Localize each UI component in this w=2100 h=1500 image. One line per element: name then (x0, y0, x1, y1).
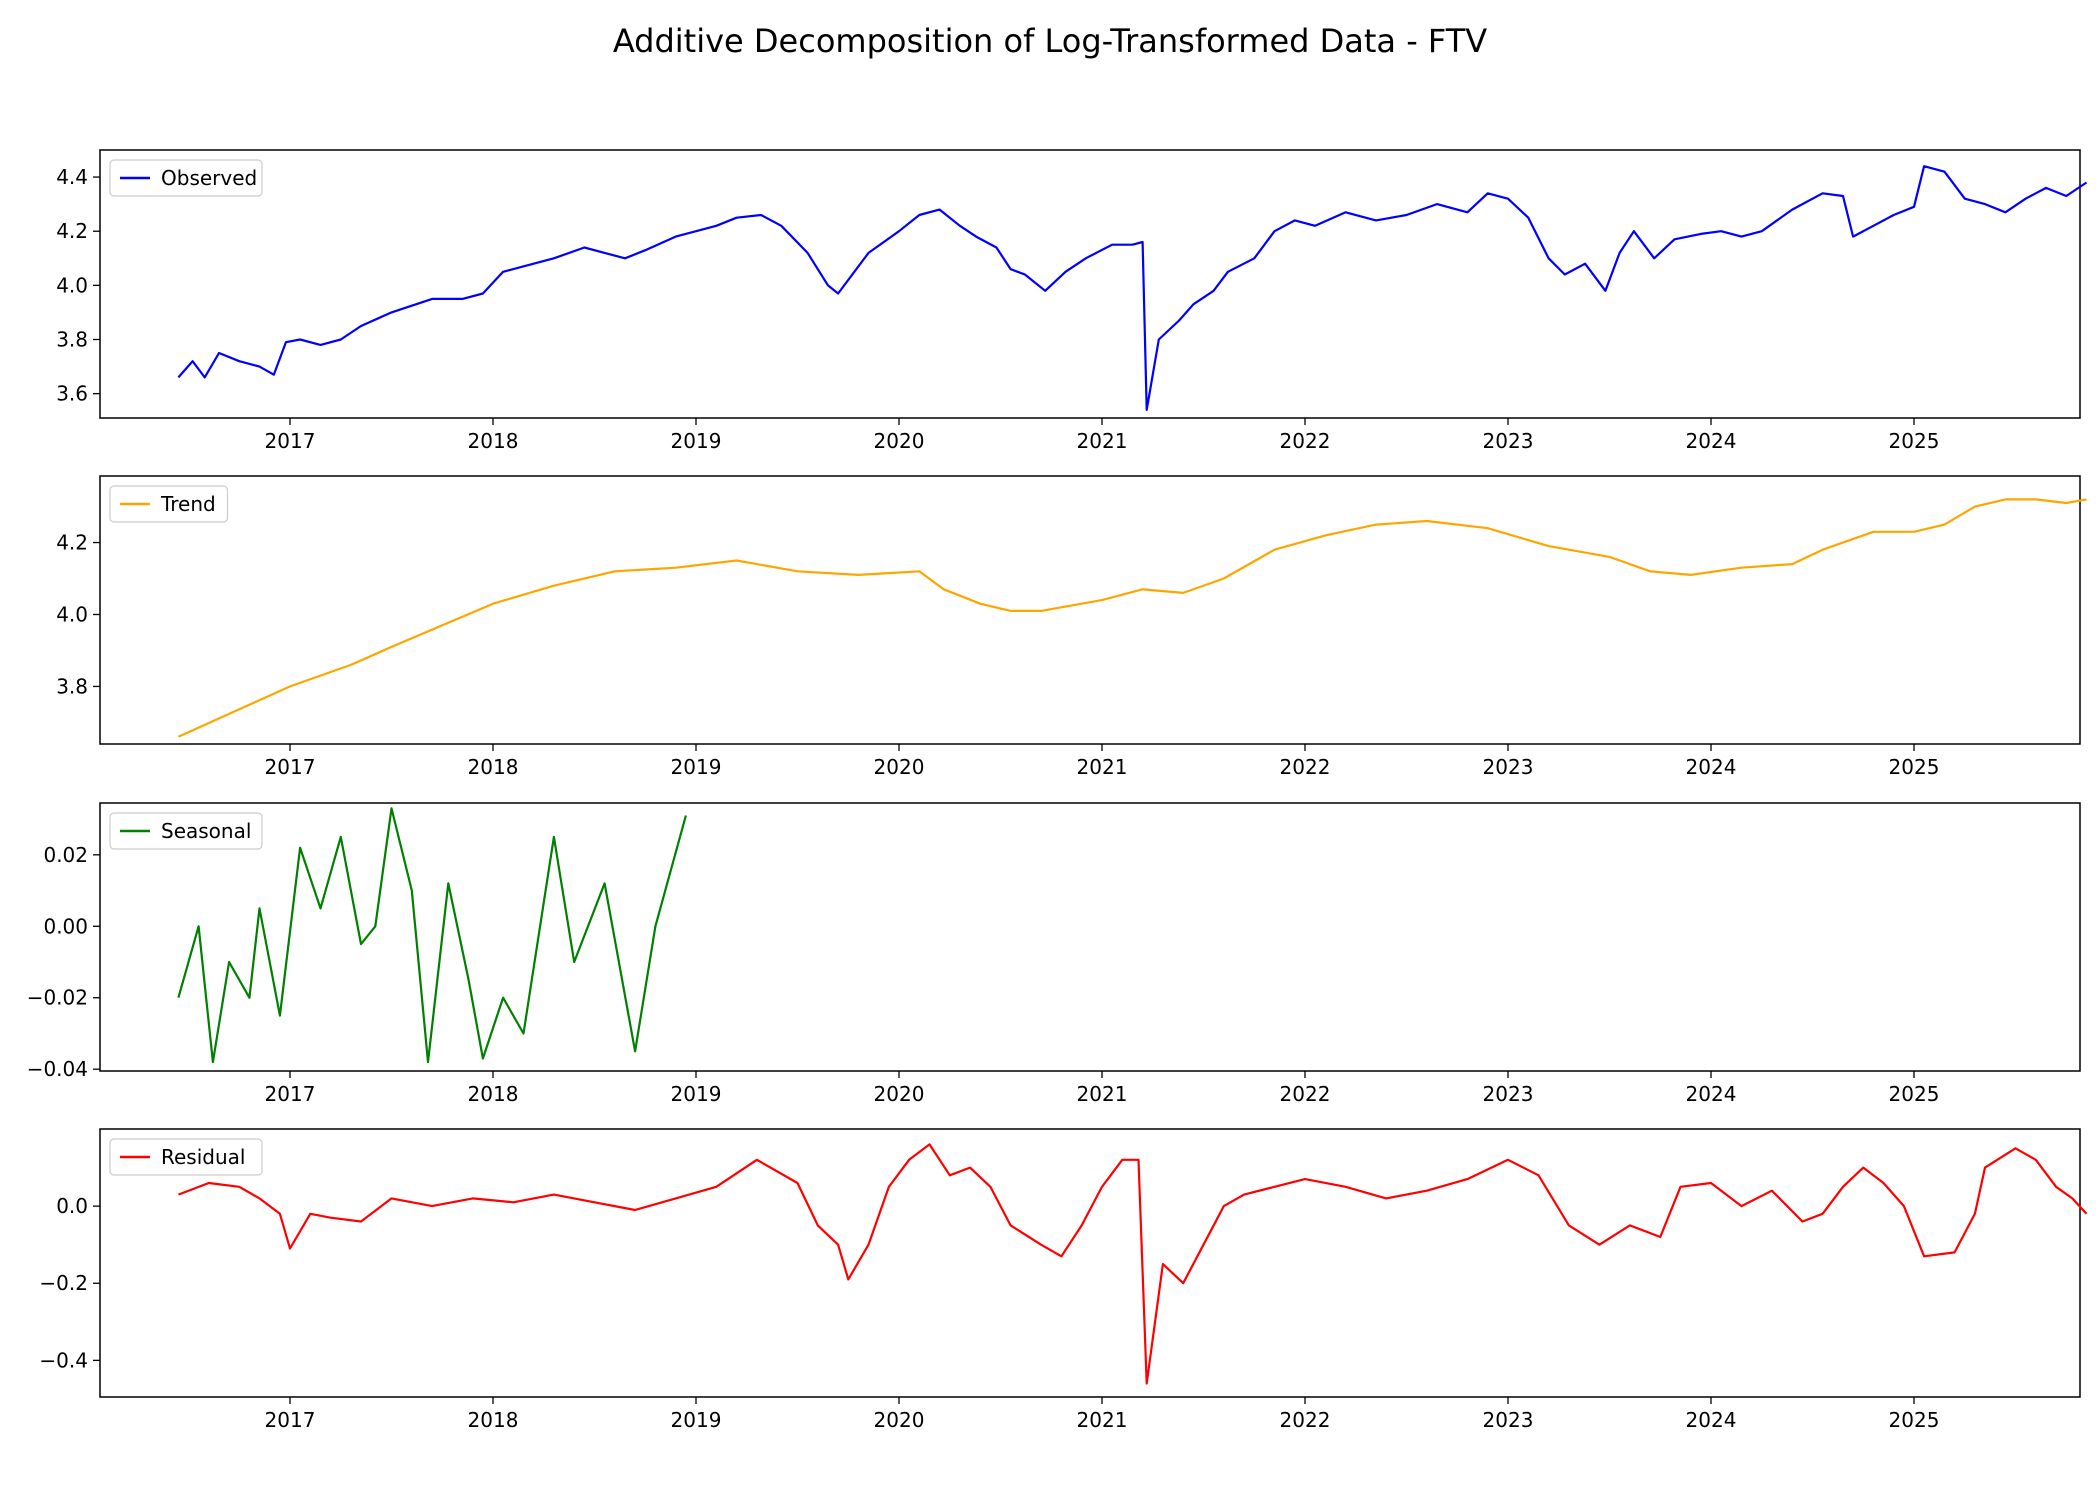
x-tick-label: 2020 (874, 755, 925, 779)
y-tick-label: 4.2 (56, 219, 88, 243)
x-tick-label: 2023 (1483, 1082, 1534, 1106)
residual-legend: Residual (109, 1138, 263, 1176)
legend-box (109, 485, 229, 523)
x-tick-label: 2017 (265, 429, 316, 453)
x-tick-label: 2018 (468, 1082, 519, 1106)
x-tick-label: 2022 (1280, 1082, 1331, 1106)
y-tick-label: 3.6 (56, 382, 88, 406)
y-tick-label: −0.02 (27, 986, 88, 1010)
plot-frame (99, 1128, 2081, 1398)
x-tick-label: 2017 (265, 1408, 316, 1432)
trend-panel: 2017 2018 2019 2020 2021 2022 2023 2024 2025 3.8 4… (56, 475, 2087, 779)
y-tick-label: 4.4 (56, 165, 88, 189)
legend-box (109, 812, 263, 850)
legend-box (109, 159, 263, 197)
x-tick-label: 2020 (874, 1082, 925, 1106)
trend-legend: Trend (109, 485, 229, 523)
x-tick-label: 2023 (1483, 429, 1534, 453)
legend-label: Trend (160, 492, 216, 516)
x-tick-label: 2025 (1889, 429, 1940, 453)
seasonal-panel: 2017 2018 2019 2020 2021 2022 2023 2024 2025 0.02… (27, 802, 2081, 1106)
x-tick-label: 2021 (1077, 1408, 1128, 1432)
y-tick-label: −0.2 (39, 1271, 88, 1295)
legend-label: Seasonal (161, 819, 251, 843)
chart-title: Additive Decomposition of Log-Transforme… (612, 22, 1488, 60)
x-tick-label: 2019 (671, 429, 722, 453)
legend-box (109, 1138, 263, 1176)
x-tick-label: 2019 (671, 755, 722, 779)
x-tick-label: 2023 (1483, 755, 1534, 779)
y-tick-label: 0.0 (56, 1194, 88, 1218)
x-tick-label: 2020 (874, 1408, 925, 1432)
y-tick-label: −0.4 (39, 1348, 88, 1372)
x-tick-label: 2017 (265, 755, 316, 779)
x-tick-label: 2018 (468, 429, 519, 453)
observed-legend: Observed (109, 159, 263, 197)
observed-series-line (177, 165, 2088, 411)
plot-frame (99, 475, 2081, 745)
x-tick-label: 2018 (468, 755, 519, 779)
x-tick-label: 2025 (1889, 1408, 1940, 1432)
legend-label: Residual (161, 1145, 245, 1169)
x-tick-label: 2024 (1686, 1408, 1737, 1432)
x-tick-label: 2024 (1686, 1082, 1737, 1106)
y-tick-label: 0.00 (43, 914, 88, 938)
y-tick-label: 4.0 (56, 273, 88, 297)
x-tick-label: 2021 (1077, 755, 1128, 779)
residual-panel: 2017 2018 2019 2020 2021 2022 2023 2024 2025 0.0 −… (39, 1128, 2088, 1432)
x-tick-label: 2024 (1686, 429, 1737, 453)
x-tick-label: 2018 (468, 1408, 519, 1432)
plot-frame (99, 802, 2081, 1072)
x-tick-label: 2021 (1077, 429, 1128, 453)
x-tick-label: 2019 (671, 1408, 722, 1432)
x-tick-label: 2022 (1280, 755, 1331, 779)
legend-label: Observed (161, 166, 257, 190)
x-tick-label: 2024 (1686, 755, 1737, 779)
residual-series-line (178, 1143, 2088, 1385)
x-tick-label: 2020 (874, 429, 925, 453)
plot-frame (99, 149, 2081, 419)
y-tick-label: 4.2 (56, 531, 88, 555)
y-tick-label: 3.8 (56, 674, 88, 698)
x-tick-label: 2021 (1077, 1082, 1128, 1106)
y-tick-label: 4.0 (56, 602, 88, 626)
seasonal-legend: Seasonal (109, 812, 263, 850)
seasonal-series-line (177, 807, 687, 1064)
y-tick-label: 0.02 (43, 843, 88, 867)
x-tick-label: 2019 (671, 1082, 722, 1106)
observed-panel: 2017 2018 2019 2020 2021 2022 2023 2024 2025 3.6 3… (56, 149, 2088, 453)
x-tick-label: 2025 (1889, 755, 1940, 779)
x-tick-label: 2017 (265, 1082, 316, 1106)
y-tick-label: −0.04 (27, 1057, 88, 1081)
x-tick-label: 2022 (1280, 1408, 1331, 1432)
x-tick-label: 2022 (1280, 429, 1331, 453)
x-tick-label: 2023 (1483, 1408, 1534, 1432)
x-tick-label: 2025 (1889, 1082, 1940, 1106)
trend-series-line (177, 498, 2087, 738)
y-tick-label: 3.8 (56, 327, 88, 351)
